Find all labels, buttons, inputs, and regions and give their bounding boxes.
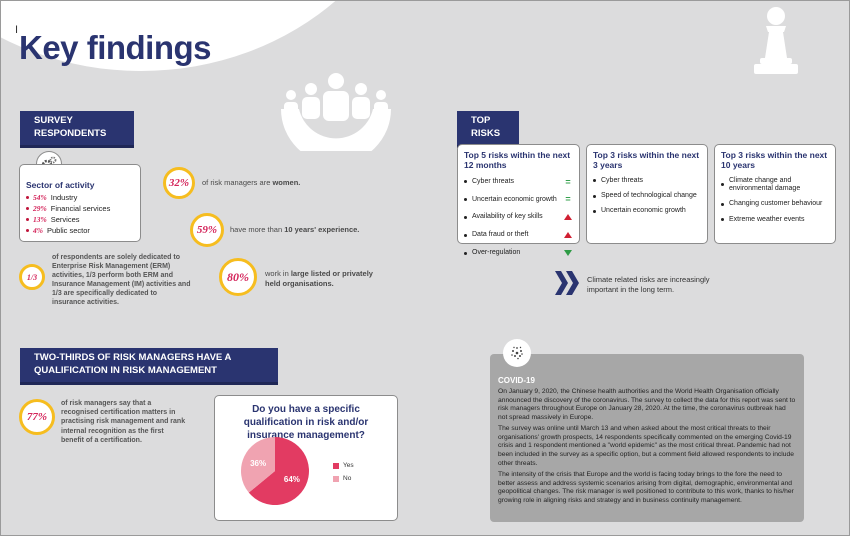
risk-card-10-years: Top 3 risks within the next 10 years Cli… xyxy=(714,144,836,244)
risk-card-12-months: Top 5 risks within the next 12 months Cy… xyxy=(457,144,580,256)
top-risks-banner: TOP RISKS xyxy=(457,111,519,148)
page-title: Key findings xyxy=(19,29,212,66)
list-item: Speed of technological change xyxy=(593,192,701,200)
sector-card: Sector of activity 54% Industry 29% Financ… xyxy=(19,164,141,242)
risk-card-3-years: Top 3 risks within the next 3 years Cybe… xyxy=(586,144,708,244)
risk-card-title: Top 3 risks within the next 3 years xyxy=(593,150,700,170)
list-item: Uncertain economic growth xyxy=(593,207,701,215)
risk-card-title: Top 3 risks within the next 10 years xyxy=(721,150,828,170)
qualification-pie-chart: 64% 36% xyxy=(241,437,309,505)
list-item: Cyber threats = xyxy=(464,177,573,188)
experience-stat-text: have more than 10 years' experience. xyxy=(230,225,360,234)
experience-stat-ring: 59% xyxy=(190,213,224,247)
cert-stat-ring: 77% xyxy=(19,399,55,435)
list-item: Extreme weather events xyxy=(721,216,829,224)
covid-paragraph: The survey was online until March 13 and… xyxy=(498,425,794,467)
equal-indicator-icon: = xyxy=(565,176,571,187)
sector-title: Sector of activity xyxy=(26,180,95,190)
women-stat-text: of risk managers are women. xyxy=(202,178,301,187)
list-item: 29% Financial services xyxy=(26,204,134,213)
orgs-stat-ring: 80% xyxy=(219,258,257,296)
legend-item-yes: Yes xyxy=(333,462,354,469)
survey-banner: SURVEY RESPONDENTS xyxy=(20,111,134,148)
erm-stat-text: of respondents are solely dedicated to E… xyxy=(52,254,191,307)
pie-slice-no xyxy=(241,437,275,493)
question-title: Do you have a specific qualification in … xyxy=(243,404,369,441)
women-stat-ring: 32% xyxy=(163,167,195,199)
text-cursor: I xyxy=(15,24,19,36)
equal-indicator-icon: = xyxy=(565,194,571,205)
list-item: Over-regulation xyxy=(464,248,573,259)
virus-icon xyxy=(503,339,531,367)
legend-swatch xyxy=(333,462,339,469)
list-item: 54% Industry xyxy=(26,193,134,202)
list-item: Availability of key skills xyxy=(464,212,573,223)
list-item: 13% Services xyxy=(26,215,134,224)
list-item: Changing customer behaviour xyxy=(721,200,829,208)
climate-note: Climate related risks are increasingly i… xyxy=(587,275,710,295)
pie-label-yes: 64% xyxy=(284,475,300,484)
pie-label-no: 36% xyxy=(250,459,266,468)
covid-paragraph: On January 9, 2020, the Chinese health a… xyxy=(498,388,796,421)
list-item: Cyber threats xyxy=(593,177,701,185)
covid-box: COVID-19 On January 9, 2020, the Chinese… xyxy=(490,354,804,522)
risk-card-title: Top 5 risks within the next 12 months xyxy=(464,150,571,170)
chess-pawn-icon xyxy=(754,7,798,74)
list-item: Climate change and environmental damage xyxy=(721,177,829,194)
covid-title: COVID-19 xyxy=(498,376,535,385)
qualification-banner: TWO-THIRDS OF RISK MANAGERS HAVE A QUALI… xyxy=(20,348,278,385)
legend-swatch xyxy=(333,475,339,482)
up-arrow-icon xyxy=(563,212,573,223)
list-item: Uncertain economic growth = xyxy=(464,194,573,205)
covid-paragraph: The intensity of the crisis that Europe … xyxy=(498,471,794,504)
legend-item-no: No xyxy=(333,475,351,482)
cert-stat-text: of risk managers say that a recognised c… xyxy=(61,400,186,444)
orgs-stat-text: work in large listed or privately held o… xyxy=(265,269,373,289)
list-item: 4% Public sector xyxy=(26,226,134,235)
erm-stat-ring: 1/3 xyxy=(19,264,45,290)
down-arrow-icon xyxy=(563,248,573,259)
pie-slice-yes xyxy=(248,437,309,505)
people-icon xyxy=(281,73,391,151)
list-item: Data fraud or theft xyxy=(464,230,573,241)
chevron-double-right-icon xyxy=(555,271,579,295)
up-arrow-icon xyxy=(563,230,573,241)
